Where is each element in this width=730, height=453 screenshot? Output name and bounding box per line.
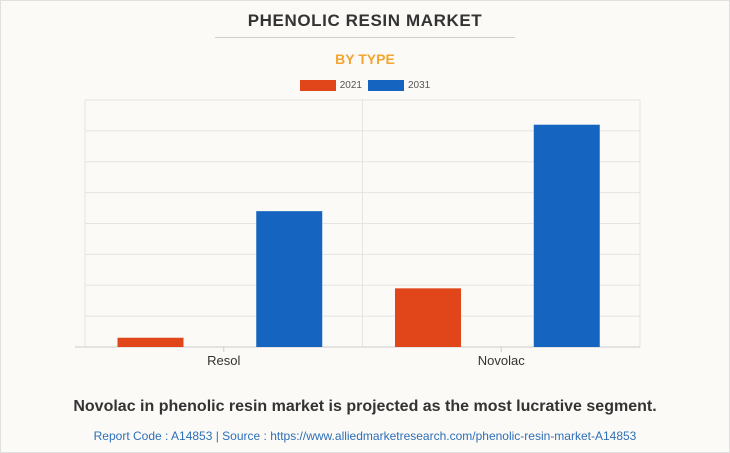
bar-novolac-2021 <box>395 288 461 347</box>
legend-label-2031: 2031 <box>408 80 431 91</box>
x-tick-label-novolac: Novolac <box>478 353 525 368</box>
chart-subtitle: BY TYPE <box>335 51 395 67</box>
chart-legend: 2021 2031 <box>0 80 730 91</box>
x-tick-label-resol: Resol <box>207 353 240 368</box>
bar-novolac-2031 <box>533 124 600 347</box>
legend-item-2031: 2031 <box>368 80 430 91</box>
bar-resol-2031 <box>256 211 323 347</box>
source-line: Report Code : A14853 | Source : https://… <box>93 429 637 443</box>
chart-title: PHENOLIC RESIN MARKET <box>247 11 483 30</box>
bar-resol-2021 <box>117 337 184 347</box>
legend-swatch-2021 <box>299 80 336 91</box>
title-divider <box>215 37 515 38</box>
chart-footnote: Novolac in phenolic resin market is proj… <box>73 398 657 415</box>
legend-label-2021: 2021 <box>339 80 362 91</box>
legend-item-2021: 2021 <box>299 80 362 91</box>
legend-swatch-2031 <box>368 80 404 91</box>
